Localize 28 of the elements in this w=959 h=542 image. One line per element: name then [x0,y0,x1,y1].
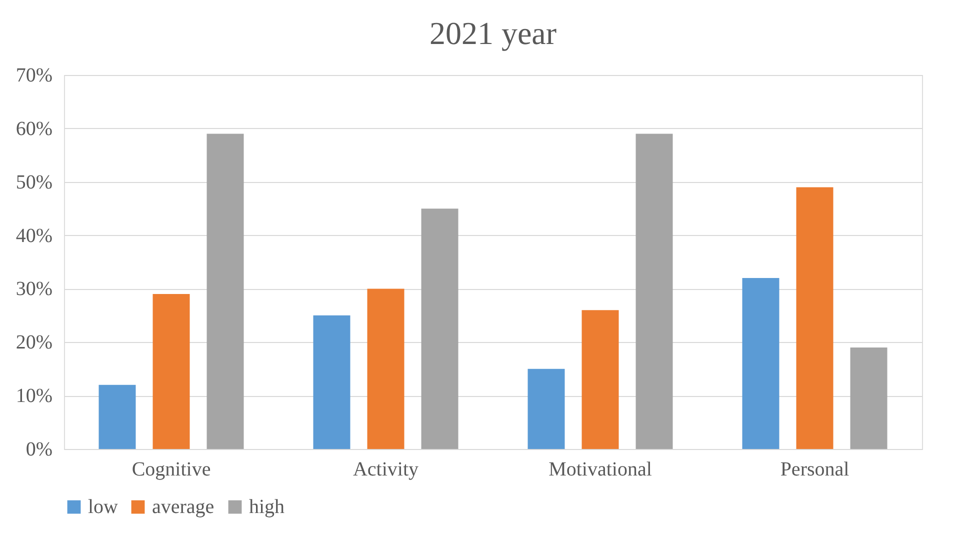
y-tick-label: 0% [26,438,52,460]
y-tick-label: 40% [16,224,52,247]
legend-label: low [88,496,119,518]
bar [98,384,136,449]
x-tick-label: Motivational [548,458,652,480]
bar [367,288,404,449]
bar [313,315,350,449]
x-tick-label: Personal [780,458,850,480]
y-tick-label: 10% [16,385,52,408]
bar [528,368,565,449]
y-tick-label: 30% [16,278,52,300]
bar [421,208,458,449]
bar [206,134,244,449]
x-tick-label: Cognitive [132,458,211,480]
legend-label: high [249,496,285,518]
y-tick-label: 70% [16,64,52,86]
bar [152,294,190,449]
y-tick-label: 60% [16,118,52,140]
y-tick-label: 20% [16,332,52,354]
x-tick-label: Activity [352,458,419,480]
bar [850,347,888,449]
bar [582,310,619,449]
legend-label: average [152,496,214,518]
bar [796,187,834,449]
bar [742,278,780,449]
chart-title: 2021 year [429,15,557,51]
y-tick-label: 50% [16,171,52,194]
bar [636,134,673,449]
